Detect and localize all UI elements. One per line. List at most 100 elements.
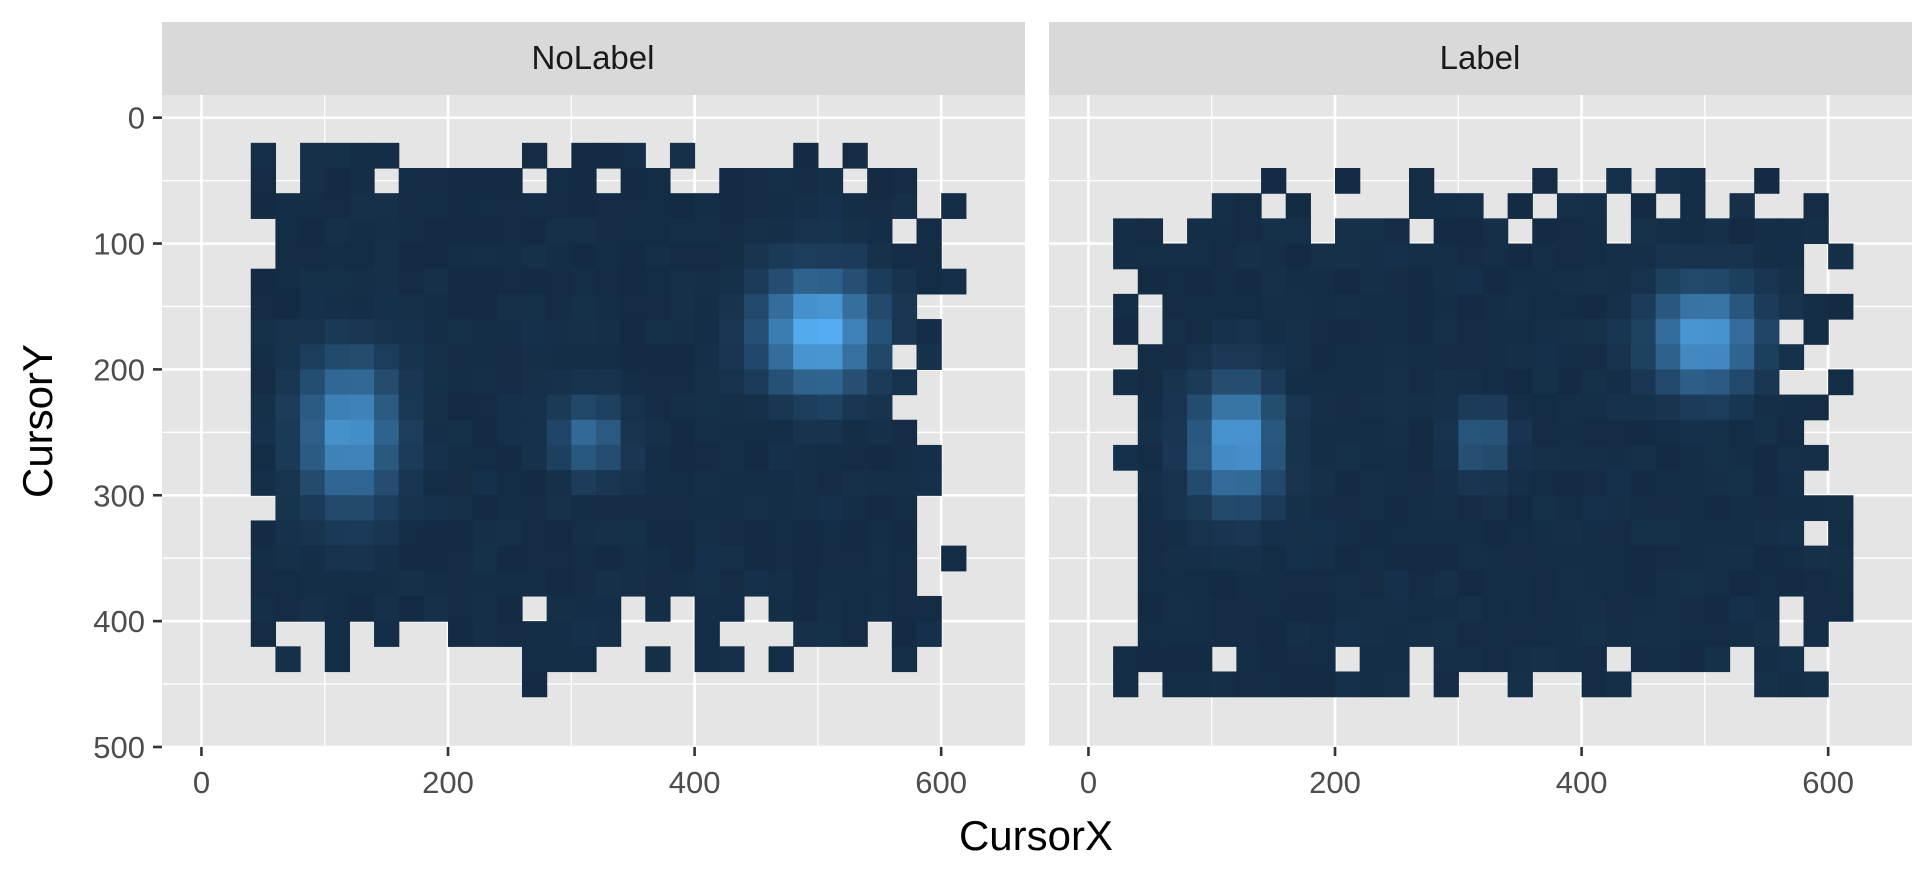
heatmap-tile <box>1261 570 1287 597</box>
heatmap-tile <box>1359 470 1385 496</box>
heatmap-tile <box>620 168 646 194</box>
heatmap-tile <box>1458 470 1484 496</box>
heatmap-tile <box>645 470 671 496</box>
heatmap-tile <box>1408 444 1435 471</box>
heatmap-tile <box>1261 495 1287 522</box>
heatmap-tile <box>817 243 844 270</box>
heatmap-tile <box>349 268 375 295</box>
heatmap-tile <box>1211 218 1237 245</box>
heatmap-tile <box>398 193 424 219</box>
heatmap-tile <box>1310 520 1336 547</box>
heatmap-tile <box>842 595 868 622</box>
heatmap-tile <box>1754 168 1780 194</box>
heatmap-tile <box>669 268 696 295</box>
heatmap-tile <box>891 243 918 270</box>
heatmap-tile <box>1261 394 1287 421</box>
heatmap-tile <box>275 419 301 446</box>
heatmap-tile <box>1556 570 1583 597</box>
heatmap-tile <box>423 243 449 270</box>
heatmap-tile <box>595 319 622 345</box>
heatmap-tile <box>1606 394 1632 421</box>
heatmap-tile <box>1335 570 1361 597</box>
heatmap-tile <box>1754 293 1780 320</box>
heatmap-tile <box>250 470 277 496</box>
heatmap-tile <box>1187 369 1213 396</box>
heatmap-tile <box>793 319 819 345</box>
heatmap-tile <box>1458 319 1484 345</box>
heatmap-tile <box>867 545 893 572</box>
heatmap-tile <box>1137 470 1164 496</box>
heatmap-tile <box>472 369 498 396</box>
heatmap-tile <box>1482 470 1509 496</box>
heatmap-tile <box>398 495 424 522</box>
heatmap-tile <box>275 293 301 320</box>
heatmap-tile <box>521 520 548 547</box>
heatmap-tile <box>595 268 622 295</box>
heatmap-tile <box>595 520 622 547</box>
heatmap-tile <box>694 545 720 572</box>
heatmap-tile <box>1507 646 1533 673</box>
heatmap-tile <box>546 520 572 547</box>
heatmap-tile <box>1408 394 1435 421</box>
heatmap-tile <box>620 394 646 421</box>
heatmap-tile <box>1162 495 1188 522</box>
heatmap-tile <box>1729 570 1755 597</box>
heatmap-tile <box>1482 621 1509 647</box>
heatmap-tile <box>1532 268 1558 295</box>
heatmap-tile <box>1236 319 1262 345</box>
heatmap-tile <box>1606 319 1632 345</box>
heatmap-tile <box>1433 671 1459 698</box>
heatmap-tile <box>817 470 844 496</box>
heatmap-tile <box>1359 243 1385 270</box>
heatmap-tile <box>1137 394 1164 421</box>
heatmap-tile <box>1359 646 1385 673</box>
heatmap-tile <box>1655 444 1681 471</box>
heatmap-tile <box>472 570 498 597</box>
heatmap-tile <box>374 621 400 647</box>
heatmap-tile <box>669 218 696 245</box>
heatmap-tile <box>867 243 893 270</box>
heatmap-tile <box>1828 369 1854 396</box>
heatmap-tile <box>891 293 918 320</box>
heatmap-tile <box>669 495 696 522</box>
heatmap-tile <box>1729 268 1755 295</box>
heatmap-tile <box>472 419 498 446</box>
heatmap-tile <box>1236 570 1262 597</box>
heatmap-tile <box>1285 545 1311 572</box>
heatmap-tile <box>1581 419 1607 446</box>
heatmap-tile <box>546 595 572 622</box>
heatmap-tile <box>1433 444 1459 471</box>
heatmap-tile <box>694 646 720 673</box>
heatmap-tile <box>1507 495 1533 522</box>
heatmap-tile <box>423 293 449 320</box>
heatmap-tile <box>497 419 523 446</box>
heatmap-tile <box>349 570 375 597</box>
heatmap-tile <box>645 168 671 194</box>
heatmap-tile <box>867 168 893 194</box>
heatmap-tile <box>793 495 819 522</box>
heatmap-tile <box>398 419 424 446</box>
heatmap-tile <box>1778 344 1805 370</box>
heatmap-tile <box>1384 520 1410 547</box>
heatmap-tile <box>1507 545 1533 572</box>
heatmap-tile <box>1335 520 1361 547</box>
heatmap-tile <box>571 520 597 547</box>
heatmap-tile <box>1630 646 1657 673</box>
heatmap-tile <box>1606 545 1632 572</box>
heatmap-tile <box>1310 444 1336 471</box>
heatmap-tile <box>324 168 350 194</box>
heatmap-tile <box>1507 419 1533 446</box>
heatmap-tile <box>275 218 301 245</box>
heatmap-tile <box>891 545 918 572</box>
heatmap-tile <box>571 495 597 522</box>
heatmap-tile <box>521 646 548 673</box>
heatmap-tile <box>1433 570 1459 597</box>
heatmap-tile <box>669 243 696 270</box>
heatmap-tile <box>1433 470 1459 496</box>
heatmap-tile <box>1285 268 1311 295</box>
heatmap-tile <box>743 293 770 320</box>
heatmap-tile <box>1458 344 1484 370</box>
heatmap-tile <box>521 243 548 270</box>
y-axis-title: CursorY <box>14 344 61 498</box>
